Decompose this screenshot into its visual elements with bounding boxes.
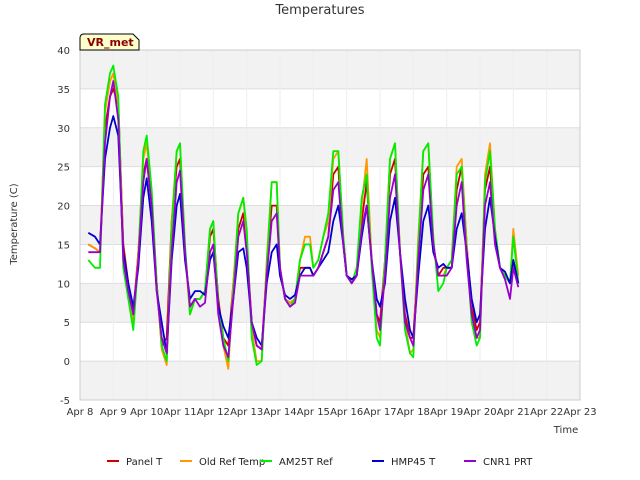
x-tick-label: Apr 18 — [397, 407, 430, 418]
legend-label: Old Ref Temp — [199, 457, 265, 468]
y-tick-label: 25 — [57, 163, 70, 174]
y-tick-label: 10 — [57, 279, 70, 290]
legend: Panel T Old Ref Temp AM25T Ref HMP45 T CNR1 … — [107, 457, 533, 468]
y-axis-label: Temperature (C) — [9, 183, 20, 265]
band-0 — [80, 361, 580, 400]
x-tick-label: Apr 8 — [67, 407, 94, 418]
x-axis-label: Time — [553, 425, 578, 436]
x-tick-label: Apr 9 — [100, 407, 127, 418]
background-bands — [80, 50, 580, 400]
y-tick-label: 30 — [57, 124, 70, 135]
x-tick-label: Apr 20 — [463, 407, 496, 418]
band-8 — [80, 50, 580, 89]
legend-label: AM25T Ref — [279, 457, 333, 468]
series-line-hmp45-t — [87, 115, 520, 355]
legend-item-am25t-ref: AM25T Ref — [260, 457, 333, 468]
x-tick-label: Apr 14 — [263, 407, 296, 418]
legend-item-cnr1-prt: CNR1 PRT — [464, 457, 533, 468]
y-tick-label: 0 — [64, 357, 70, 368]
x-tick-label: Apr 11 — [163, 407, 196, 418]
legend-label: CNR1 PRT — [483, 457, 533, 468]
x-tick-label: Apr 19 — [430, 407, 463, 418]
x-tick-label: Apr 13 — [230, 407, 263, 418]
legend-label: Panel T — [126, 457, 163, 468]
plot-frame — [79, 49, 581, 401]
x-tick-label: Apr 12 — [197, 407, 230, 418]
x-tick-label: Apr 10 — [130, 407, 163, 418]
chart-title: Temperatures — [274, 3, 364, 18]
y-tick-labels: -5 0 5 10 15 20 25 30 35 40 — [57, 46, 70, 407]
band-2 — [80, 283, 580, 323]
y-tick-label: 40 — [57, 46, 70, 57]
legend-item-old-ref-temp: Old Ref Temp — [180, 457, 265, 468]
x-tick-label: Apr 16 — [330, 407, 363, 418]
x-tick-label: Apr 17 — [363, 407, 396, 418]
x-tick-label: Apr 23 — [563, 407, 596, 418]
y-tick-label: 20 — [57, 202, 70, 213]
x-tick-label: Apr 22 — [530, 407, 563, 418]
y-tick-label: -5 — [60, 396, 70, 407]
legend-item-panel-t: Panel T — [107, 457, 163, 468]
station-badge: VR_met — [79, 33, 140, 51]
series-layer — [87, 64, 520, 370]
legend-label: HMP45 T — [391, 457, 436, 468]
y-tick-label: 5 — [64, 318, 70, 329]
y-tick-label: 35 — [57, 85, 70, 96]
series-line-cnr1-prt — [88, 80, 520, 359]
band-6 — [80, 127, 580, 167]
legend-item-hmp45-t: HMP45 T — [372, 457, 436, 468]
station-badge-label: VR_met — [87, 36, 134, 49]
x-tick-label: Apr 15 — [297, 407, 330, 418]
x-tick-label: Apr 21 — [497, 407, 530, 418]
y-tick-label: 15 — [57, 240, 70, 251]
x-tick-labels: Apr 8 Apr 9 Apr 10 Apr 11 Apr 12 Apr 13 Apr 14… — [67, 407, 597, 418]
